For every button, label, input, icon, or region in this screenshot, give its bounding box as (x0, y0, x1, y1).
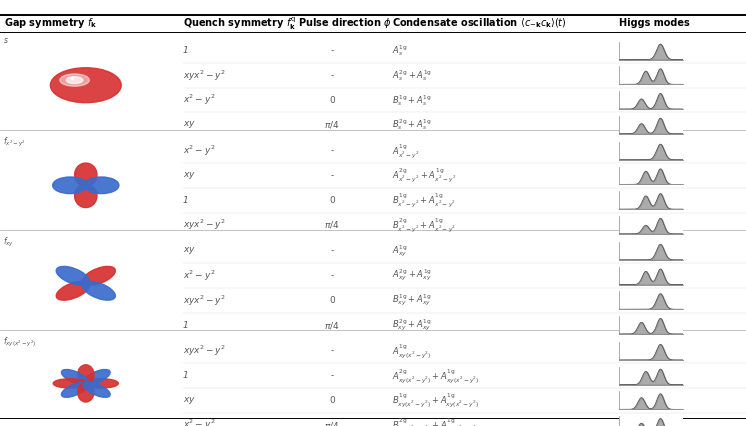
Ellipse shape (75, 163, 97, 187)
Ellipse shape (60, 74, 90, 86)
Text: -: - (330, 246, 333, 256)
Text: $A^{\mathrm{2g}}_{xy}+A^{\mathrm{1g}}_{xy}$: $A^{\mathrm{2g}}_{xy}+A^{\mathrm{1g}}_{x… (392, 268, 432, 283)
Ellipse shape (51, 68, 121, 103)
Text: $\pi$/4: $\pi$/4 (325, 320, 339, 331)
Ellipse shape (82, 266, 116, 285)
Text: $A^{\mathrm{2g}}_{xy(x^2-y^2)}+A^{\mathrm{1g}}_{xy(x^2-y^2)}$: $A^{\mathrm{2g}}_{xy(x^2-y^2)}+A^{\mathr… (392, 367, 479, 385)
Ellipse shape (82, 281, 116, 300)
Text: $xy$: $xy$ (183, 170, 195, 181)
Text: Higgs modes: Higgs modes (619, 18, 690, 29)
Text: $xyx^2-y^2$: $xyx^2-y^2$ (183, 68, 226, 83)
Text: 1: 1 (183, 196, 189, 205)
Text: $B^{\mathrm{1g}}_{xy(x^2-y^2)}+A^{\mathrm{1g}}_{xy(x^2-y^2)}$: $B^{\mathrm{1g}}_{xy(x^2-y^2)}+A^{\mathr… (392, 391, 479, 409)
Text: $A^{\mathrm{1g}}_{s}$: $A^{\mathrm{1g}}_{s}$ (392, 43, 407, 58)
Ellipse shape (61, 382, 88, 397)
Text: $B^{\mathrm{2g}}_{s}+A^{\mathrm{1g}}_{s}$: $B^{\mathrm{2g}}_{s}+A^{\mathrm{1g}}_{s}… (392, 118, 431, 132)
Text: $B^{\mathrm{2g}}_{xy(x^2-y^2)}+A^{\mathrm{1g}}_{xy(x^2-y^2)}$: $B^{\mathrm{2g}}_{xy(x^2-y^2)}+A^{\mathr… (392, 416, 479, 426)
Text: $f_{x^2-y^2}$: $f_{x^2-y^2}$ (3, 135, 25, 149)
Ellipse shape (66, 77, 83, 83)
Text: Condensate oscillation $\langle c_{-\mathbf{k}}c_{\mathbf{k}}\rangle(t)$: Condensate oscillation $\langle c_{-\mat… (392, 17, 566, 30)
Text: $B^{\mathrm{1g}}_{x^2-y^2}+A^{\mathrm{1g}}_{x^2-y^2}$: $B^{\mathrm{1g}}_{x^2-y^2}+A^{\mathrm{1g… (392, 191, 456, 209)
Text: $B^{\mathrm{2g}}_{x^2-y^2}+A^{\mathrm{1g}}_{x^2-y^2}$: $B^{\mathrm{2g}}_{x^2-y^2}+A^{\mathrm{1g… (392, 216, 456, 234)
Text: -: - (330, 46, 333, 55)
Text: -: - (330, 146, 333, 155)
Ellipse shape (75, 184, 97, 207)
Text: 1: 1 (183, 46, 189, 55)
Text: $B^{\mathrm{1g}}_{xy}+A^{\mathrm{1g}}_{xy}$: $B^{\mathrm{1g}}_{xy}+A^{\mathrm{1g}}_{x… (392, 293, 431, 308)
Text: $s$: $s$ (3, 36, 9, 45)
Text: $x^2-y^2$: $x^2-y^2$ (183, 144, 215, 158)
Text: -: - (330, 271, 333, 280)
Text: $B^{\mathrm{1g}}_{s}+A^{\mathrm{1g}}_{s}$: $B^{\mathrm{1g}}_{s}+A^{\mathrm{1g}}_{s}… (392, 93, 431, 107)
Ellipse shape (56, 266, 90, 285)
Text: $\pi$/4: $\pi$/4 (325, 420, 339, 426)
Text: 0: 0 (329, 396, 335, 405)
Text: $x^2-y^2$: $x^2-y^2$ (183, 418, 215, 426)
Text: Pulse direction $\phi$: Pulse direction $\phi$ (298, 17, 392, 30)
Ellipse shape (84, 379, 119, 388)
Text: $xyx^2-y^2$: $xyx^2-y^2$ (183, 344, 226, 358)
Text: $A^{\mathrm{2g}}_{x^2-y^2}+A^{\mathrm{1g}}_{x^2-y^2}$: $A^{\mathrm{2g}}_{x^2-y^2}+A^{\mathrm{1g… (392, 167, 456, 184)
Text: $xy$: $xy$ (183, 245, 195, 256)
Text: $B^{\mathrm{2g}}_{xy}+A^{\mathrm{1g}}_{xy}$: $B^{\mathrm{2g}}_{xy}+A^{\mathrm{1g}}_{x… (392, 317, 431, 333)
Text: $\pi$/4: $\pi$/4 (325, 119, 339, 130)
Text: $A^{\mathrm{2g}}_{s}+A^{\mathrm{1g}}_{s}$: $A^{\mathrm{2g}}_{s}+A^{\mathrm{1g}}_{s}… (392, 68, 432, 83)
Text: $xy$: $xy$ (183, 119, 195, 130)
Text: 1: 1 (183, 371, 189, 380)
Text: $A^{\mathrm{1g}}_{xy(x^2-y^2)}$: $A^{\mathrm{1g}}_{xy(x^2-y^2)}$ (392, 342, 431, 360)
Text: $xyx^2-y^2$: $xyx^2-y^2$ (183, 293, 226, 308)
Text: $x^2-y^2$: $x^2-y^2$ (183, 268, 215, 283)
Text: $A^{\mathrm{1g}}_{xy}$: $A^{\mathrm{1g}}_{xy}$ (392, 243, 407, 259)
Text: 0: 0 (329, 296, 335, 305)
Ellipse shape (78, 383, 94, 402)
Ellipse shape (84, 369, 110, 385)
Ellipse shape (61, 369, 88, 385)
Text: 1: 1 (183, 320, 189, 330)
Text: $xyx^2-y^2$: $xyx^2-y^2$ (183, 218, 226, 232)
Text: $\pi$/4: $\pi$/4 (325, 219, 339, 230)
Text: -: - (330, 346, 333, 356)
Text: -: - (330, 71, 333, 80)
Text: $f_{xy(x^2-y^2)}$: $f_{xy(x^2-y^2)}$ (3, 336, 37, 349)
Text: $x^2-y^2$: $x^2-y^2$ (183, 93, 215, 107)
Text: 0: 0 (329, 95, 335, 105)
Text: -: - (330, 171, 333, 180)
Ellipse shape (84, 382, 110, 397)
Text: $A^{\mathrm{1g}}_{x^2-y^2}$: $A^{\mathrm{1g}}_{x^2-y^2}$ (392, 142, 419, 160)
Text: $f_{xy}$: $f_{xy}$ (3, 236, 14, 249)
Text: Quench symmetry $f^{\mathrm{q}}_{\mathbf{k}}$: Quench symmetry $f^{\mathrm{q}}_{\mathbf… (183, 15, 296, 32)
Text: Gap symmetry $f_{\mathbf{k}}$: Gap symmetry $f_{\mathbf{k}}$ (4, 17, 97, 30)
Ellipse shape (53, 379, 87, 388)
Ellipse shape (84, 177, 119, 193)
Ellipse shape (78, 365, 94, 384)
Ellipse shape (53, 177, 87, 193)
Ellipse shape (56, 281, 90, 300)
Text: $xy$: $xy$ (183, 395, 195, 406)
Text: -: - (330, 371, 333, 380)
Text: 0: 0 (329, 196, 335, 205)
